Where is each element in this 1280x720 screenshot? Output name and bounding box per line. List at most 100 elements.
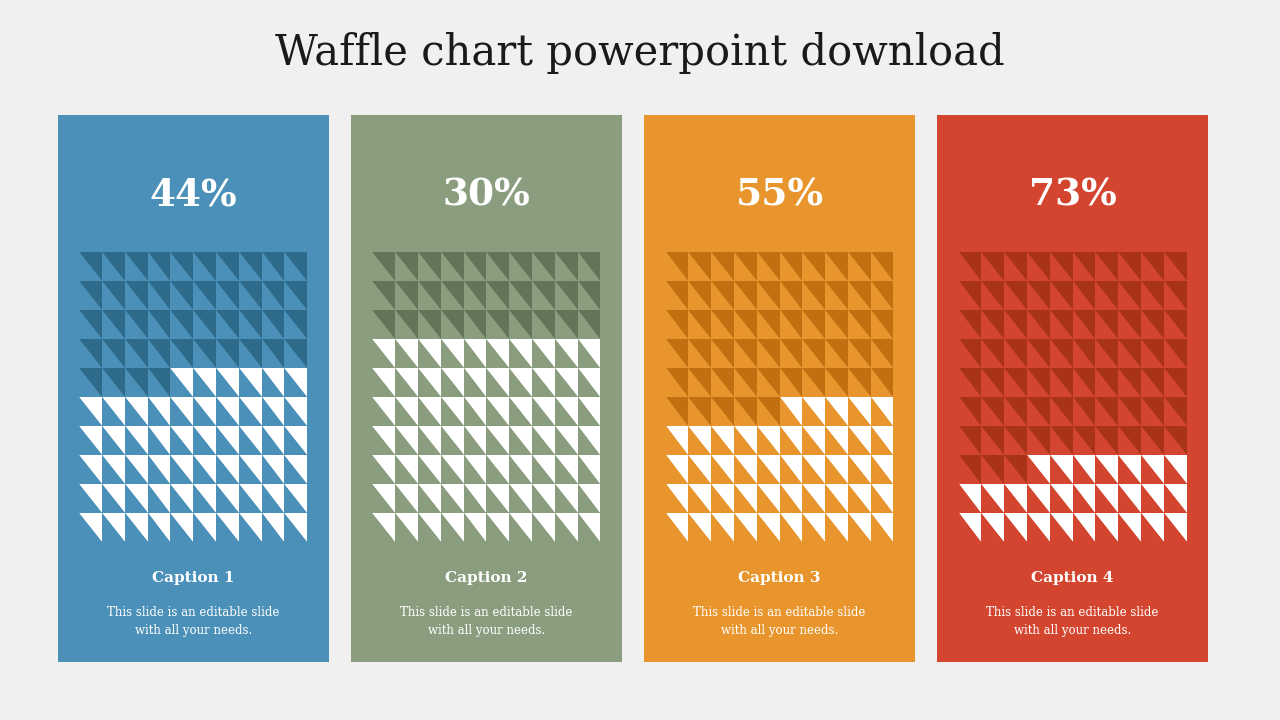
Polygon shape bbox=[577, 339, 600, 368]
Polygon shape bbox=[870, 397, 893, 426]
Polygon shape bbox=[147, 252, 170, 281]
Polygon shape bbox=[666, 339, 689, 368]
Polygon shape bbox=[1027, 281, 1050, 310]
Polygon shape bbox=[1050, 426, 1073, 455]
Polygon shape bbox=[372, 484, 396, 513]
Polygon shape bbox=[756, 484, 780, 513]
Polygon shape bbox=[125, 455, 147, 484]
Polygon shape bbox=[712, 484, 733, 513]
Polygon shape bbox=[870, 368, 893, 397]
Polygon shape bbox=[959, 339, 982, 368]
Polygon shape bbox=[1005, 513, 1027, 542]
Polygon shape bbox=[102, 455, 125, 484]
Polygon shape bbox=[419, 397, 440, 426]
Polygon shape bbox=[239, 281, 261, 310]
Polygon shape bbox=[1005, 252, 1027, 281]
Polygon shape bbox=[102, 484, 125, 513]
Polygon shape bbox=[463, 310, 486, 339]
Polygon shape bbox=[239, 455, 261, 484]
Polygon shape bbox=[870, 455, 893, 484]
Polygon shape bbox=[170, 281, 193, 310]
Polygon shape bbox=[577, 426, 600, 455]
Polygon shape bbox=[1050, 310, 1073, 339]
Polygon shape bbox=[689, 426, 712, 455]
Polygon shape bbox=[216, 426, 239, 455]
Text: Caption 2: Caption 2 bbox=[445, 570, 527, 585]
Polygon shape bbox=[1164, 455, 1187, 484]
Text: 55%: 55% bbox=[736, 176, 823, 213]
Polygon shape bbox=[372, 368, 396, 397]
Polygon shape bbox=[712, 513, 733, 542]
Polygon shape bbox=[239, 426, 261, 455]
Polygon shape bbox=[756, 281, 780, 310]
Polygon shape bbox=[1005, 310, 1027, 339]
Polygon shape bbox=[509, 426, 532, 455]
Polygon shape bbox=[554, 513, 577, 542]
Polygon shape bbox=[147, 426, 170, 455]
Polygon shape bbox=[959, 484, 982, 513]
Polygon shape bbox=[1096, 252, 1119, 281]
Polygon shape bbox=[756, 513, 780, 542]
Polygon shape bbox=[419, 455, 440, 484]
Polygon shape bbox=[780, 426, 803, 455]
Polygon shape bbox=[216, 281, 239, 310]
Polygon shape bbox=[1050, 484, 1073, 513]
Polygon shape bbox=[870, 310, 893, 339]
Polygon shape bbox=[125, 426, 147, 455]
Polygon shape bbox=[79, 397, 102, 426]
Polygon shape bbox=[284, 368, 307, 397]
Polygon shape bbox=[1050, 368, 1073, 397]
Text: Caption 3: Caption 3 bbox=[739, 570, 820, 585]
Polygon shape bbox=[486, 310, 509, 339]
Polygon shape bbox=[147, 513, 170, 542]
Polygon shape bbox=[193, 484, 216, 513]
Polygon shape bbox=[170, 252, 193, 281]
Polygon shape bbox=[666, 484, 689, 513]
Polygon shape bbox=[170, 339, 193, 368]
Polygon shape bbox=[102, 339, 125, 368]
Polygon shape bbox=[712, 426, 733, 455]
Polygon shape bbox=[780, 310, 803, 339]
Polygon shape bbox=[1164, 339, 1187, 368]
Polygon shape bbox=[847, 281, 870, 310]
Polygon shape bbox=[826, 281, 847, 310]
Polygon shape bbox=[982, 397, 1005, 426]
Polygon shape bbox=[1140, 368, 1164, 397]
Polygon shape bbox=[1005, 484, 1027, 513]
Polygon shape bbox=[79, 252, 102, 281]
Polygon shape bbox=[440, 310, 463, 339]
Polygon shape bbox=[284, 513, 307, 542]
Polygon shape bbox=[396, 426, 419, 455]
Polygon shape bbox=[532, 252, 554, 281]
Polygon shape bbox=[284, 252, 307, 281]
Polygon shape bbox=[79, 455, 102, 484]
Polygon shape bbox=[554, 310, 577, 339]
Polygon shape bbox=[216, 310, 239, 339]
Polygon shape bbox=[79, 513, 102, 542]
Polygon shape bbox=[284, 339, 307, 368]
Polygon shape bbox=[284, 310, 307, 339]
Polygon shape bbox=[1119, 252, 1140, 281]
Polygon shape bbox=[102, 368, 125, 397]
Polygon shape bbox=[284, 397, 307, 426]
Polygon shape bbox=[1073, 513, 1096, 542]
Polygon shape bbox=[1096, 368, 1119, 397]
Polygon shape bbox=[239, 252, 261, 281]
Polygon shape bbox=[1164, 281, 1187, 310]
Polygon shape bbox=[712, 310, 733, 339]
Polygon shape bbox=[1005, 368, 1027, 397]
Polygon shape bbox=[982, 484, 1005, 513]
Polygon shape bbox=[554, 310, 577, 339]
Polygon shape bbox=[756, 252, 780, 281]
Polygon shape bbox=[1073, 252, 1096, 281]
Polygon shape bbox=[803, 368, 826, 397]
Polygon shape bbox=[396, 455, 419, 484]
Polygon shape bbox=[1050, 484, 1073, 513]
Polygon shape bbox=[982, 339, 1005, 368]
Polygon shape bbox=[1050, 368, 1073, 397]
Polygon shape bbox=[440, 339, 463, 368]
Polygon shape bbox=[419, 252, 440, 281]
Polygon shape bbox=[261, 281, 284, 310]
Polygon shape bbox=[554, 397, 577, 426]
Polygon shape bbox=[1027, 426, 1050, 455]
